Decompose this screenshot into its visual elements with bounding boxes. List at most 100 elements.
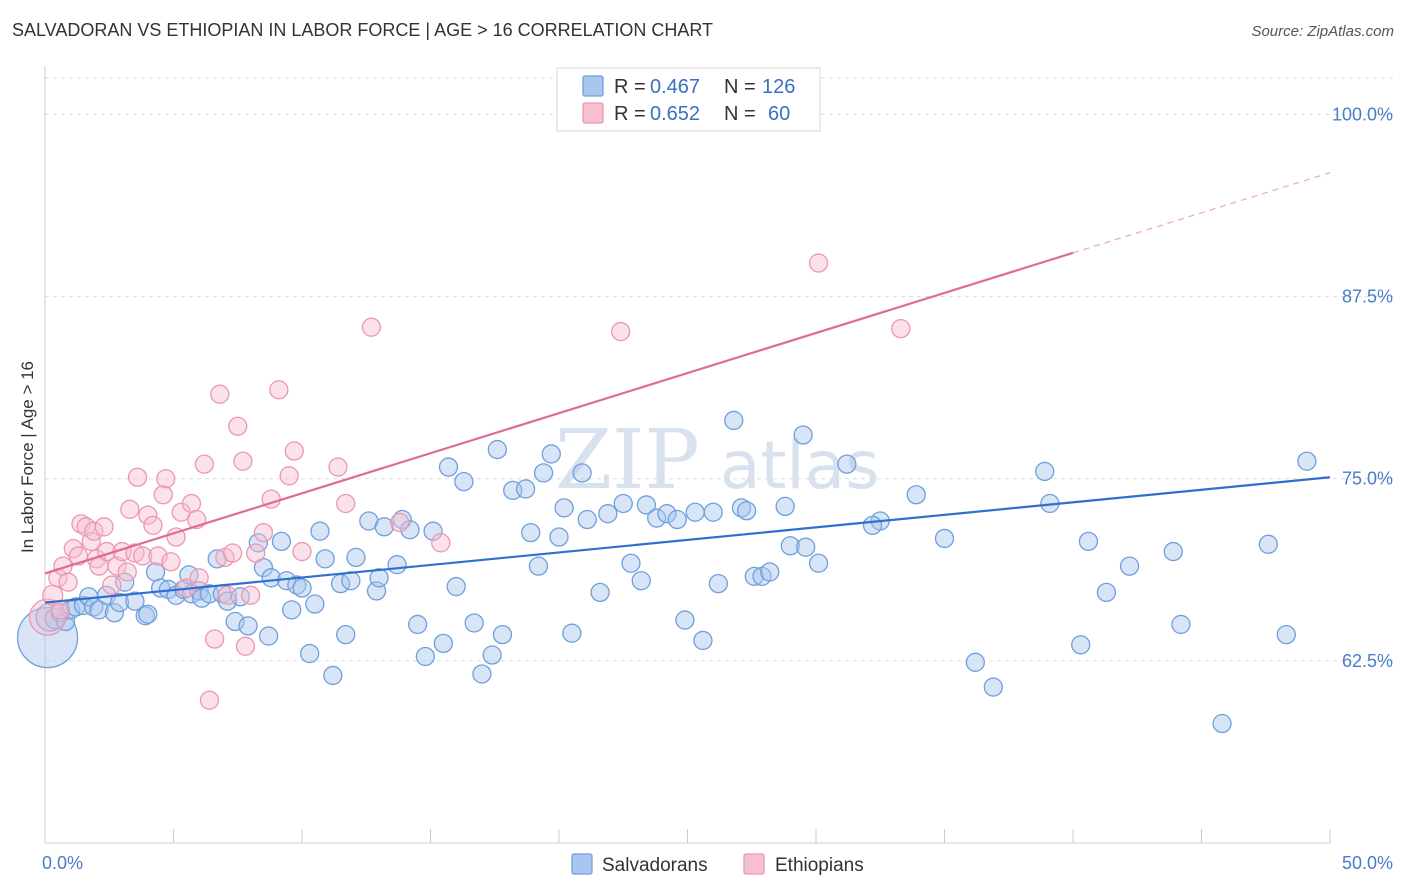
watermark-zip: ZIP	[555, 413, 700, 508]
data-point	[1171, 614, 1191, 635]
data-point	[454, 471, 474, 492]
data-point	[793, 425, 813, 445]
data-point	[238, 616, 258, 636]
legend-swatch-ethiopians	[582, 102, 604, 124]
data-point	[1119, 556, 1140, 576]
data-point	[891, 318, 911, 339]
data-point	[145, 562, 166, 582]
data-point	[598, 504, 618, 524]
data-point	[143, 515, 163, 535]
watermark-atlas: atlas	[720, 427, 880, 504]
data-point	[657, 504, 677, 524]
trend-lines	[44, 172, 1331, 604]
data-point	[528, 556, 549, 576]
trend-line-ethiopians	[44, 251, 1074, 575]
data-point	[1297, 451, 1317, 471]
legend-r-ethiopians: 0.652	[650, 103, 700, 125]
legend-r-salvadorans: 0.467	[650, 76, 700, 98]
data-point	[1258, 534, 1278, 554]
data-point	[323, 665, 343, 686]
data-point	[253, 522, 274, 543]
data-point	[1276, 624, 1296, 645]
data-point	[282, 600, 302, 620]
data-point	[515, 479, 536, 499]
data-point	[744, 566, 764, 586]
data-point	[647, 508, 667, 528]
y-tick-label: 62.5%	[1342, 651, 1393, 671]
chart-source: Source: ZipAtlas.com	[1251, 23, 1394, 40]
data-point	[240, 585, 261, 605]
data-point	[983, 677, 1003, 697]
legend-n-ethiopians: 60	[768, 103, 790, 125]
data-point	[577, 509, 597, 530]
data-point	[400, 520, 420, 540]
data-point	[464, 613, 484, 633]
data-point	[287, 575, 307, 595]
data-point	[387, 555, 407, 575]
data-point	[125, 591, 145, 611]
data-point	[374, 517, 394, 537]
data-point	[862, 515, 883, 535]
data-point	[94, 517, 114, 537]
data-point	[492, 624, 513, 645]
data-point	[138, 604, 158, 624]
data-point	[736, 501, 757, 521]
data-point	[533, 463, 554, 483]
data-point	[269, 380, 289, 400]
data-point	[415, 646, 436, 667]
data-point	[292, 541, 312, 562]
data-point	[50, 600, 71, 620]
data-point	[315, 549, 335, 569]
data-point	[423, 521, 443, 541]
data-point	[156, 469, 176, 489]
data-point	[613, 493, 633, 514]
y-tick-label: 75.0%	[1342, 469, 1393, 489]
legend-row-ethiopians: R = 0.652 N = 60	[614, 103, 790, 125]
legend-label-ethiopians: Ethiopians	[775, 855, 864, 876]
data-point	[261, 568, 281, 588]
data-point	[109, 592, 130, 613]
data-point	[446, 576, 466, 597]
chart-title: SALVADORAN VS ETHIOPIAN IN LABOR FORCE |…	[12, 20, 714, 40]
data-point	[120, 499, 140, 519]
data-point	[685, 502, 705, 522]
data-point	[407, 614, 428, 635]
correlation-legend: R = 0.467 N = 126 R = 0.652 N = 60	[556, 67, 821, 132]
x-tick-label-min: 0.0%	[42, 853, 83, 873]
data-point	[246, 543, 266, 563]
data-point	[431, 533, 451, 553]
data-point	[235, 636, 256, 656]
data-point	[279, 466, 299, 486]
data-point	[724, 410, 744, 431]
data-point	[438, 457, 459, 477]
y-tick-label: 87.5%	[1342, 287, 1393, 307]
watermark: ZIP atlas	[555, 413, 880, 508]
data-point	[392, 509, 412, 530]
data-point	[390, 512, 410, 533]
y-axis-title: In Labor Force | Age > 16	[18, 361, 37, 553]
legend-row-salvadorans: R = 0.467 N = 126	[614, 76, 795, 98]
legend-swatch-salvadorans-bottom	[571, 853, 593, 875]
data-point	[611, 321, 631, 342]
data-point	[1163, 541, 1183, 562]
legend-n-salvadorans: 126	[762, 76, 795, 98]
legend-swatch-ethiopians-bottom	[743, 853, 765, 875]
data-point	[703, 502, 723, 522]
data-point	[1212, 713, 1232, 734]
data-point	[361, 317, 382, 337]
data-point	[107, 556, 127, 576]
axes: 0.0% 50.0%	[42, 66, 1393, 873]
data-point	[271, 531, 292, 552]
data-point	[210, 384, 230, 404]
data-point	[181, 493, 202, 514]
data-point	[58, 572, 78, 592]
legend-label-salvadorans: Salvadorans	[602, 855, 708, 876]
data-point	[204, 629, 225, 649]
data-point	[102, 575, 122, 595]
data-point	[199, 690, 220, 710]
data-point	[153, 485, 173, 505]
data-point	[808, 253, 829, 273]
data-point	[292, 578, 312, 598]
data-point	[906, 485, 926, 505]
data-point	[217, 585, 238, 605]
